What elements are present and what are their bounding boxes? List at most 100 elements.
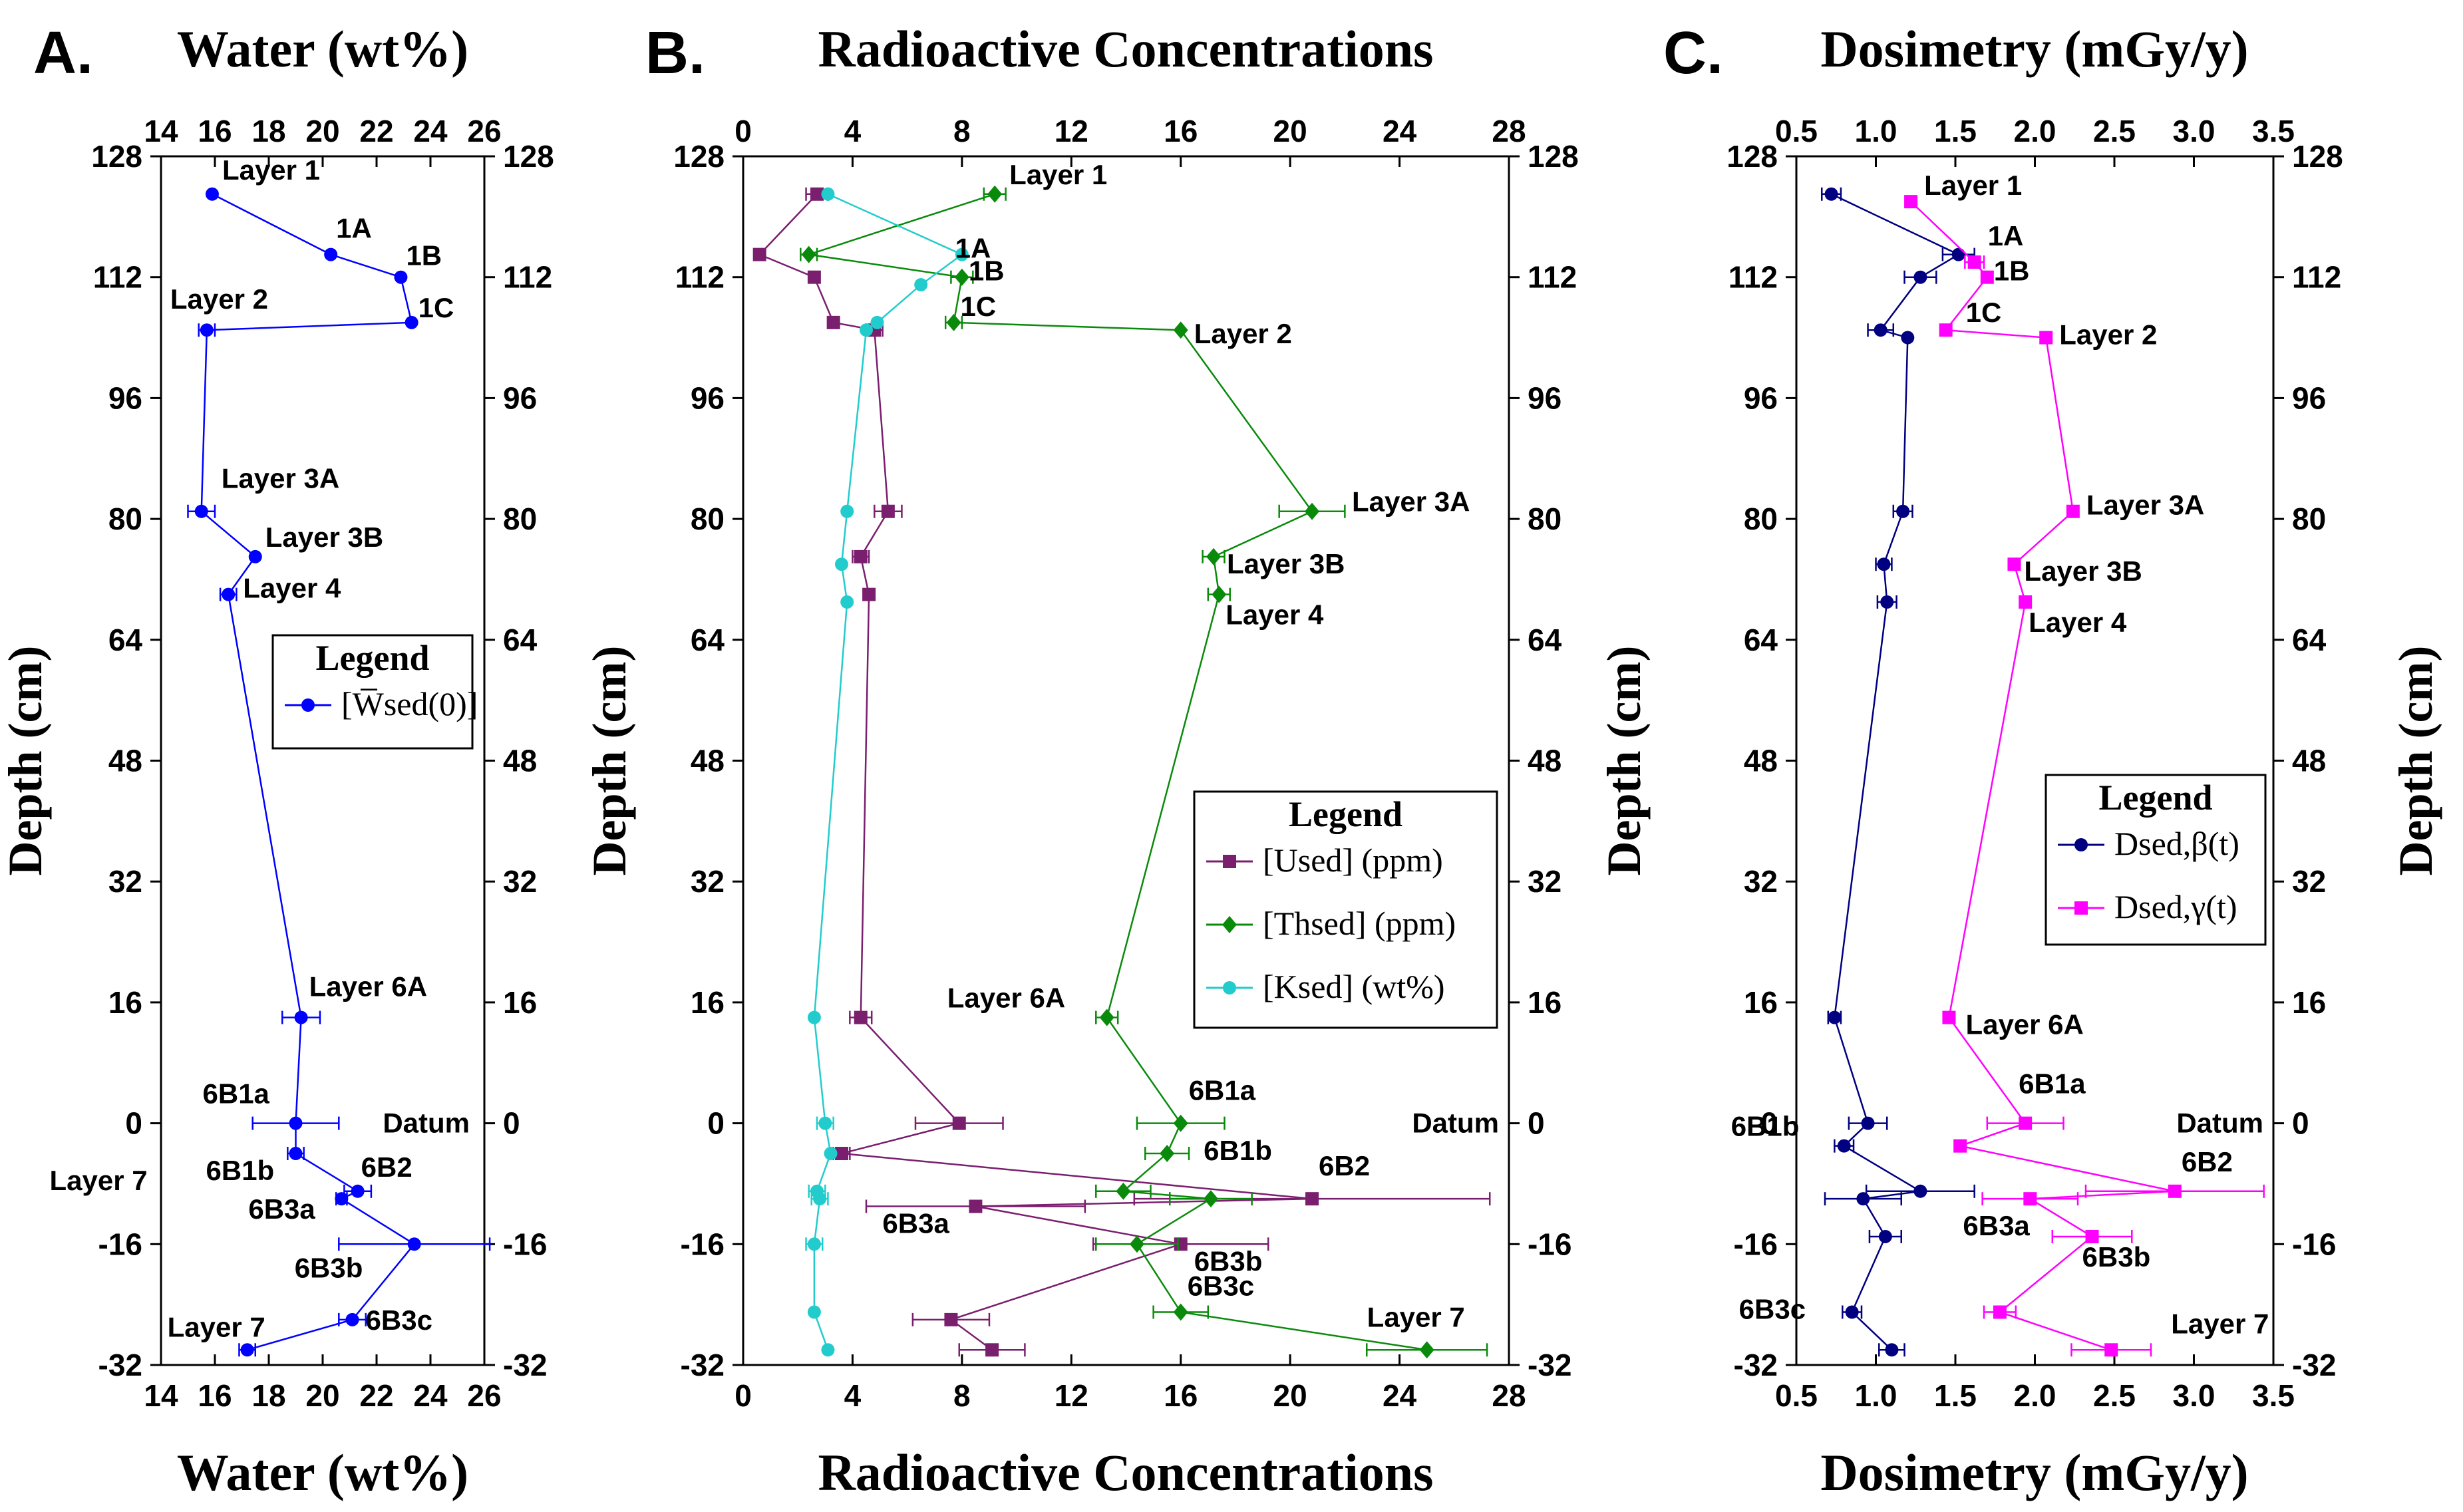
y-tick-label-left: 96 [691, 380, 725, 415]
point-label: 6B2 [361, 1151, 412, 1183]
y-tick-label-right: 16 [1528, 985, 1561, 1020]
point-label: 6B3a [248, 1193, 315, 1225]
point-label: Layer 7 [1367, 1301, 1465, 1332]
data-point [1824, 187, 1838, 201]
y-tick-label-left: 64 [108, 623, 143, 657]
series-0 [1820, 187, 1975, 1357]
series-line [758, 193, 1313, 1351]
y-tick-label-left: 112 [675, 260, 725, 295]
point-label: Layer 7 [50, 1165, 148, 1196]
data-point [824, 1147, 838, 1161]
x-tick-label-bottom: 16 [198, 1378, 232, 1413]
x-tick-label-bottom: 1.0 [1855, 1378, 1897, 1413]
y-tick-label-right: -32 [503, 1348, 547, 1382]
plot-frame [1795, 155, 2275, 1366]
y-tick-label-right: 112 [2292, 260, 2341, 295]
point-label: 6B3a [882, 1208, 949, 1239]
series-line [808, 193, 1427, 1351]
legend-entry: [Thsed] (ppm) [1263, 905, 1456, 942]
series-1 [800, 185, 1488, 1359]
x-tick-label-top: 26 [467, 114, 501, 148]
y-axis-label: Depth (cm) [583, 646, 636, 876]
point-label: 6B3a [1963, 1210, 2030, 1241]
x-tick-label-bottom: 12 [1055, 1378, 1088, 1413]
data-point [194, 504, 208, 518]
data-point [200, 323, 214, 337]
data-point [818, 1116, 832, 1130]
panel-label: B. [645, 20, 705, 86]
data-point [240, 1343, 254, 1357]
legend-swatch-marker [2074, 901, 2088, 915]
y-tick-label-right: 80 [1528, 502, 1561, 536]
y-tick-label-right: -32 [2292, 1348, 2336, 1382]
data-point [752, 247, 766, 261]
y-tick-label-right: -32 [1528, 1348, 1571, 1382]
data-point [289, 1147, 303, 1161]
data-point [821, 1343, 835, 1357]
data-point [405, 315, 418, 329]
data-point [914, 278, 928, 292]
point-label: Layer 6A [947, 983, 1065, 1014]
data-point [854, 549, 868, 563]
data-point [1880, 595, 1894, 609]
data-point [1419, 1341, 1434, 1359]
chart-title: Dosimetry (mGy/y) [1820, 20, 2248, 78]
data-point [1993, 1305, 2007, 1319]
data-point [946, 313, 961, 331]
x-tick-label-top: 4 [844, 114, 862, 148]
point-label: 1A [955, 233, 991, 264]
legend-box [271, 634, 474, 750]
y-tick-label-left: -32 [1734, 1348, 1778, 1382]
legend-entry: [W̅sed(0)] [341, 685, 478, 722]
x-tick-label-bottom: 3.5 [2252, 1378, 2295, 1413]
y-tick-label-right: 32 [1528, 864, 1561, 899]
data-point [1878, 1229, 1892, 1243]
data-point [289, 1116, 303, 1130]
data-point [1160, 1145, 1175, 1163]
x-tick-label-top: 20 [1273, 114, 1307, 148]
data-point [335, 1192, 349, 1206]
y-tick-label-right: 48 [1528, 744, 1561, 778]
y-tick-label-left: 64 [691, 623, 725, 657]
y-tick-label-right: 0 [503, 1106, 520, 1141]
y-tick-label-left: 48 [691, 744, 725, 778]
x-tick-label-top: 2.0 [2014, 114, 2056, 148]
data-point [2019, 1116, 2033, 1130]
data-point [1305, 1192, 1319, 1206]
x-tick-label-bottom: 18 [251, 1378, 285, 1413]
point-label: Layer 3B [265, 522, 383, 553]
point-label: Layer 3A [1352, 486, 1470, 518]
point-label: 6B3c [366, 1304, 432, 1336]
y-tick-label-left: -16 [681, 1227, 725, 1261]
legend-swatch-marker [2074, 838, 2088, 851]
data-point [2085, 1229, 2099, 1243]
point-label: 6B1b [1204, 1135, 1272, 1166]
data-point [1837, 1139, 1851, 1153]
data-point [1953, 1139, 1967, 1153]
data-point [222, 587, 236, 601]
y-tick-label-right: 0 [1528, 1106, 1545, 1141]
y-tick-label-right: 64 [2292, 623, 2327, 657]
y-tick-label-right: -16 [503, 1227, 547, 1261]
y-tick-label-right: 80 [503, 502, 537, 536]
point-label: Layer 7 [2171, 1308, 2269, 1339]
point-label: Layer 4 [243, 573, 341, 604]
y-tick-label-left: 112 [93, 260, 142, 295]
series-1 [1904, 195, 2265, 1357]
data-point [407, 1237, 421, 1251]
y-tick-label-left: 0 [125, 1106, 142, 1141]
point-label: Layer 2 [1194, 318, 1292, 349]
x-tick-label-top: 18 [251, 114, 285, 148]
point-label: 6B3c [1188, 1271, 1254, 1302]
y-tick-label-left: 128 [1726, 139, 1778, 174]
series-line [200, 193, 416, 1351]
series-line [813, 193, 964, 1350]
point-label: 6B2 [1319, 1150, 1370, 1181]
x-tick-label-top: 1.0 [1855, 114, 1897, 148]
data-point [969, 1199, 983, 1213]
x-tick-label-top: 12 [1055, 114, 1088, 148]
point-label: 1C [1966, 297, 2002, 328]
y-tick-label-right: 16 [503, 985, 537, 1020]
point-label: 1B [1994, 255, 2030, 287]
